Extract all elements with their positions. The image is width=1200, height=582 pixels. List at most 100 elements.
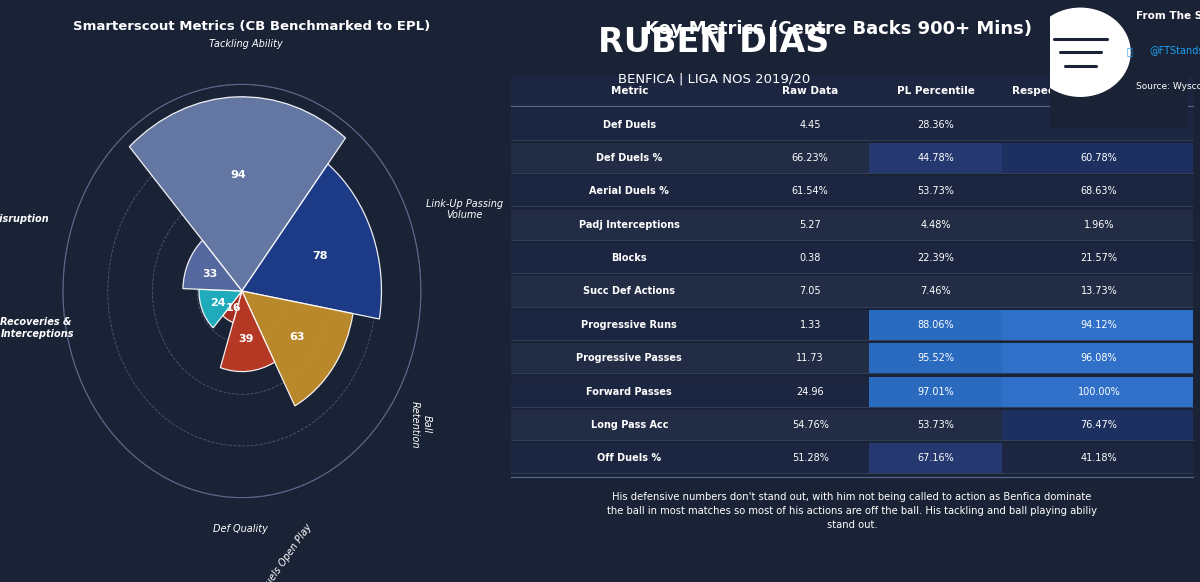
- Wedge shape: [182, 240, 242, 291]
- FancyBboxPatch shape: [1002, 243, 1193, 273]
- FancyBboxPatch shape: [870, 443, 1002, 474]
- Text: 5.27: 5.27: [799, 219, 821, 230]
- FancyBboxPatch shape: [870, 343, 1002, 373]
- Text: Forward Passes: Forward Passes: [587, 386, 672, 397]
- Circle shape: [1031, 8, 1130, 96]
- FancyBboxPatch shape: [511, 343, 1193, 373]
- Wedge shape: [223, 291, 242, 322]
- Text: Source: Wyscout: Source: Wyscout: [1135, 81, 1200, 91]
- Text: Long Pass Acc: Long Pass Acc: [590, 420, 668, 430]
- FancyBboxPatch shape: [511, 243, 1193, 273]
- Text: 67.16%: 67.16%: [917, 453, 954, 463]
- FancyBboxPatch shape: [511, 443, 1193, 474]
- Text: 41.18%: 41.18%: [1081, 453, 1117, 463]
- Text: 61.54%: 61.54%: [792, 186, 829, 196]
- Wedge shape: [242, 291, 353, 406]
- FancyBboxPatch shape: [1002, 310, 1193, 340]
- FancyBboxPatch shape: [870, 377, 1002, 407]
- Text: Off Duels %: Off Duels %: [598, 453, 661, 463]
- FancyBboxPatch shape: [511, 176, 1193, 207]
- Text: 22.39%: 22.39%: [917, 253, 954, 263]
- FancyBboxPatch shape: [511, 210, 1193, 240]
- Text: 51.28%: 51.28%: [792, 453, 829, 463]
- Text: Tackling Ability: Tackling Ability: [209, 39, 282, 49]
- Text: 78: 78: [312, 251, 328, 261]
- Text: 24.96: 24.96: [797, 386, 824, 397]
- FancyBboxPatch shape: [1002, 210, 1193, 240]
- Text: 27.45%: 27.45%: [1080, 119, 1117, 130]
- Text: 66.23%: 66.23%: [792, 153, 829, 163]
- Text: 60.78%: 60.78%: [1081, 153, 1117, 163]
- Text: Smarterscout Metrics (CB Benchmarked to EPL): Smarterscout Metrics (CB Benchmarked to …: [73, 20, 431, 33]
- Text: BENFICA | LIGA NOS 2019/20: BENFICA | LIGA NOS 2019/20: [618, 73, 810, 86]
- Text: 1.33: 1.33: [799, 320, 821, 330]
- FancyBboxPatch shape: [870, 243, 1002, 273]
- Text: Raw Data: Raw Data: [782, 86, 839, 96]
- FancyBboxPatch shape: [1002, 410, 1193, 440]
- FancyBboxPatch shape: [511, 377, 1193, 407]
- Text: Blocks: Blocks: [612, 253, 647, 263]
- Text: 24: 24: [210, 297, 226, 308]
- Text: 4.45: 4.45: [799, 119, 821, 130]
- Text: Aerial Duels %: Aerial Duels %: [589, 186, 670, 196]
- FancyBboxPatch shape: [511, 76, 1193, 106]
- Text: 95.52%: 95.52%: [917, 353, 954, 363]
- Text: Succ Def Actions: Succ Def Actions: [583, 286, 676, 296]
- FancyBboxPatch shape: [870, 143, 1002, 173]
- FancyBboxPatch shape: [870, 210, 1002, 240]
- Text: Ball
Retention: Ball Retention: [410, 401, 432, 448]
- Text: 76.47%: 76.47%: [1081, 420, 1117, 430]
- Text: 1.96%: 1.96%: [1084, 219, 1115, 230]
- FancyBboxPatch shape: [870, 276, 1002, 307]
- Text: 68.63%: 68.63%: [1081, 186, 1117, 196]
- Text: 0.38: 0.38: [799, 253, 821, 263]
- Text: 88.06%: 88.06%: [917, 320, 954, 330]
- FancyBboxPatch shape: [1002, 143, 1193, 173]
- Text: Link-Up Passing
Volume: Link-Up Passing Volume: [426, 199, 503, 221]
- Text: 97.01%: 97.01%: [917, 386, 954, 397]
- Text: Def Quality: Def Quality: [212, 524, 268, 534]
- FancyBboxPatch shape: [1002, 176, 1193, 207]
- Text: 16: 16: [226, 303, 241, 313]
- FancyBboxPatch shape: [511, 310, 1193, 340]
- Text: Metric: Metric: [611, 86, 648, 96]
- Text: ⁠🐦: ⁠🐦: [1127, 46, 1133, 56]
- Text: Padj Interceptions: Padj Interceptions: [578, 219, 679, 230]
- Text: 33: 33: [202, 269, 217, 279]
- Text: Disruption: Disruption: [0, 214, 49, 223]
- FancyBboxPatch shape: [1002, 377, 1193, 407]
- Text: His defensive numbers don't stand out, with him not being called to action as Be: His defensive numbers don't stand out, w…: [607, 492, 1097, 530]
- Text: Def Duels: Def Duels: [602, 119, 656, 130]
- FancyBboxPatch shape: [1002, 443, 1193, 474]
- Text: RUBEN DIAS: RUBEN DIAS: [599, 26, 829, 59]
- Text: 44.78%: 44.78%: [917, 153, 954, 163]
- FancyBboxPatch shape: [870, 109, 1002, 140]
- Text: 7.05: 7.05: [799, 286, 821, 296]
- Text: 63: 63: [289, 332, 305, 342]
- Text: 21.57%: 21.57%: [1080, 253, 1117, 263]
- Text: Recoveries &
Interceptions: Recoveries & Interceptions: [0, 317, 74, 339]
- Text: 100.00%: 100.00%: [1078, 386, 1121, 397]
- Text: 7.46%: 7.46%: [920, 286, 950, 296]
- Text: Def Duels %: Def Duels %: [596, 153, 662, 163]
- Text: 4.48%: 4.48%: [920, 219, 950, 230]
- FancyBboxPatch shape: [1002, 343, 1193, 373]
- Wedge shape: [221, 291, 275, 371]
- FancyBboxPatch shape: [870, 310, 1002, 340]
- Wedge shape: [242, 164, 382, 319]
- Text: Aerial Duels Open Play: Aerial Duels Open Play: [242, 521, 314, 582]
- Text: 94.12%: 94.12%: [1081, 320, 1117, 330]
- FancyBboxPatch shape: [870, 176, 1002, 207]
- Text: Progressive Runs: Progressive Runs: [582, 320, 677, 330]
- Wedge shape: [130, 97, 346, 291]
- Text: Respective League Percentile: Respective League Percentile: [1012, 86, 1187, 96]
- Text: 53.73%: 53.73%: [917, 186, 954, 196]
- FancyBboxPatch shape: [1002, 109, 1193, 140]
- Wedge shape: [199, 289, 242, 328]
- FancyBboxPatch shape: [511, 143, 1193, 173]
- Text: @FTStands_: @FTStands_: [1150, 45, 1200, 56]
- FancyBboxPatch shape: [511, 276, 1193, 307]
- FancyBboxPatch shape: [870, 410, 1002, 440]
- Text: 53.73%: 53.73%: [917, 420, 954, 430]
- Text: 96.08%: 96.08%: [1081, 353, 1117, 363]
